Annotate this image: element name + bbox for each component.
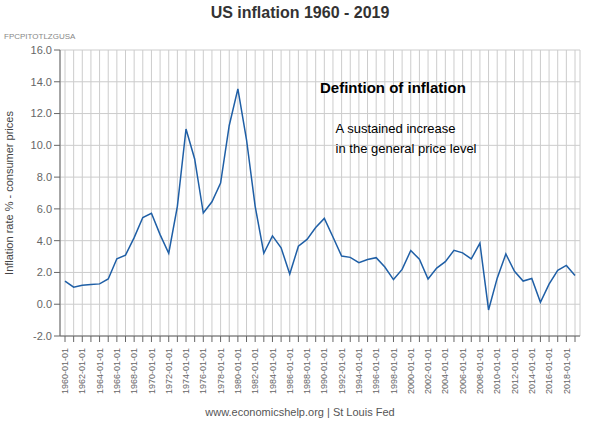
svg-text:1994-01-01: 1994-01-01 — [354, 348, 364, 394]
svg-text:1978-01-01: 1978-01-01 — [216, 348, 226, 394]
svg-text:1972-01-01: 1972-01-01 — [164, 348, 174, 394]
svg-text:1992-01-01: 1992-01-01 — [337, 348, 347, 394]
svg-text:14.0: 14.0 — [31, 76, 52, 88]
html-text:A sustained increase in the ge: A sustained increase in the general pric… — [335, 120, 477, 157]
svg-text:1980-01-01: 1980-01-01 — [233, 348, 243, 394]
svg-text:8.0: 8.0 — [37, 171, 52, 183]
svg-text:1964-01-01: 1964-01-01 — [95, 348, 105, 394]
html-text:Defintion of inflation: Defintion of inflation — [320, 78, 466, 96]
svg-text:0.0: 0.0 — [37, 298, 52, 310]
svg-text:2016-01-01: 2016-01-01 — [544, 348, 554, 394]
svg-text:16.0: 16.0 — [31, 44, 52, 56]
html-text:US inflation 1960 - 2019: US inflation 1960 - 2019 — [210, 4, 390, 21]
svg-text:1990-01-01: 1990-01-01 — [319, 348, 329, 394]
svg-text:2018-01-01: 2018-01-01 — [562, 348, 572, 394]
svg-text:1968-01-01: 1968-01-01 — [129, 348, 139, 394]
svg-text:Inflation rate % - consumer pr: Inflation rate % - consumer prices — [8, 111, 15, 275]
svg-text:1998-01-01: 1998-01-01 — [389, 348, 399, 394]
svg-text:1976-01-01: 1976-01-01 — [198, 348, 208, 394]
svg-text:1986-01-01: 1986-01-01 — [285, 348, 295, 394]
svg-text:2.0: 2.0 — [37, 266, 52, 278]
svg-text:1970-01-01: 1970-01-01 — [147, 348, 157, 394]
svg-text:1996-01-01: 1996-01-01 — [371, 348, 381, 394]
svg-text:2002-01-01: 2002-01-01 — [423, 348, 433, 394]
svg-text:1966-01-01: 1966-01-01 — [112, 348, 122, 394]
svg-text:2000-01-01: 2000-01-01 — [406, 348, 416, 394]
svg-text:2008-01-01: 2008-01-01 — [475, 348, 485, 394]
svg-text:1974-01-01: 1974-01-01 — [181, 348, 191, 394]
svg-text:2012-01-01: 2012-01-01 — [510, 348, 520, 394]
svg-text:2004-01-01: 2004-01-01 — [440, 348, 450, 394]
svg-text:2010-01-01: 2010-01-01 — [492, 348, 502, 394]
html-text:www.economicshelp.org | St Lou: www.economicshelp.org | St Louis Fed — [205, 406, 395, 418]
svg-text:1960-01-01: 1960-01-01 — [60, 348, 70, 394]
svg-text:6.0: 6.0 — [37, 203, 52, 215]
svg-text:1988-01-01: 1988-01-01 — [302, 348, 312, 394]
svg-text:1984-01-01: 1984-01-01 — [268, 348, 278, 394]
html-text:FPCPITOTLZGUSA: FPCPITOTLZGUSA — [4, 32, 76, 41]
svg-text:1982-01-01: 1982-01-01 — [250, 348, 260, 394]
svg-text:4.0: 4.0 — [37, 235, 52, 247]
svg-text:10.0: 10.0 — [31, 139, 52, 151]
svg-text:-2.0: -2.0 — [33, 330, 52, 342]
svg-text:12.0: 12.0 — [31, 107, 52, 119]
svg-text:2014-01-01: 2014-01-01 — [527, 348, 537, 394]
svg-text:1962-01-01: 1962-01-01 — [77, 348, 87, 394]
svg-text:2006-01-01: 2006-01-01 — [458, 348, 468, 394]
